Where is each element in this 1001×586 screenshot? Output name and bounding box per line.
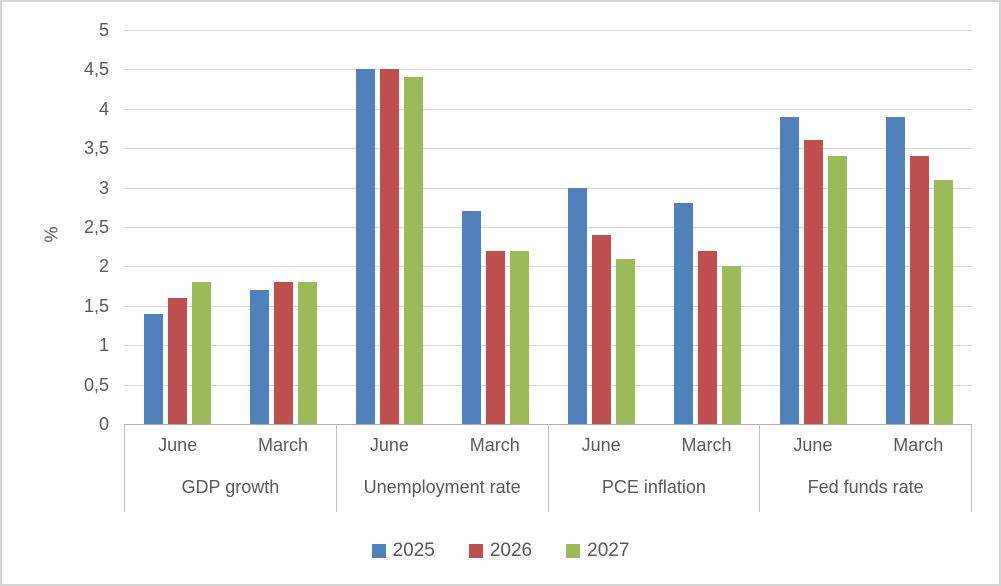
bar-cluster bbox=[230, 30, 336, 424]
bar-cluster bbox=[866, 30, 972, 424]
subcategory-label: March bbox=[681, 434, 732, 455]
category-group: June March GDP growth bbox=[124, 424, 336, 512]
legend: 2025 2026 2027 bbox=[2, 540, 999, 562]
bar-2026 bbox=[909, 156, 929, 424]
y-tick-label: 3,5 bbox=[83, 138, 109, 159]
gridline bbox=[124, 69, 972, 71]
y-tick-label: 4,5 bbox=[83, 59, 109, 80]
legend-item: 2027 bbox=[566, 540, 629, 562]
category-group: June March PCE inflation bbox=[547, 424, 760, 512]
bar-cluster bbox=[124, 30, 230, 424]
y-tick-label: 1,5 bbox=[83, 295, 109, 316]
y-tick-label: 1 bbox=[98, 335, 109, 356]
bar-2026 bbox=[379, 69, 399, 424]
gridline bbox=[124, 148, 972, 150]
gridline bbox=[124, 345, 972, 347]
subcategory-label: March bbox=[258, 434, 309, 455]
bar-cluster bbox=[336, 30, 442, 424]
gridline bbox=[124, 187, 972, 189]
bar-2025 bbox=[885, 116, 905, 424]
legend-swatch-icon bbox=[566, 544, 581, 558]
bar-cluster bbox=[442, 30, 548, 424]
group-label: PCE inflation bbox=[601, 476, 706, 497]
bar-cluster bbox=[654, 30, 760, 424]
bar-2026 bbox=[167, 297, 187, 424]
subcategory-label: March bbox=[469, 434, 520, 455]
bar-2025 bbox=[355, 69, 375, 424]
bar-2025 bbox=[461, 211, 481, 424]
y-tick-label: 2,5 bbox=[83, 217, 109, 237]
y-tick-label: 4 bbox=[98, 98, 109, 119]
bar-cluster bbox=[548, 30, 654, 424]
bar-2025 bbox=[249, 290, 269, 424]
subcategory-row: June March bbox=[337, 424, 548, 466]
bar-2025 bbox=[567, 187, 587, 424]
bar-2027 bbox=[827, 156, 847, 424]
bar-2027 bbox=[615, 258, 635, 424]
bar-2026 bbox=[273, 282, 293, 424]
bar-2026 bbox=[591, 234, 611, 424]
bar-2027 bbox=[721, 266, 741, 424]
group-label: GDP growth bbox=[181, 476, 280, 497]
category-axis: June March GDP growth June March Unemployment… bbox=[124, 424, 972, 512]
bar-2026 bbox=[803, 140, 823, 424]
subcategory-label: June bbox=[158, 434, 198, 455]
bar-2025 bbox=[673, 203, 693, 424]
legend-item: 2025 bbox=[371, 540, 435, 562]
legend-label: 2025 bbox=[392, 540, 435, 561]
y-tick-label: 2 bbox=[98, 256, 109, 277]
gridline bbox=[124, 384, 972, 386]
y-tick-label: 5 bbox=[98, 20, 109, 40]
bar-2027 bbox=[933, 179, 953, 424]
bar-cluster bbox=[760, 30, 866, 424]
y-tick-label: 0,5 bbox=[83, 374, 109, 395]
plot-area bbox=[124, 30, 972, 425]
subcategory-row: June March bbox=[760, 424, 971, 466]
bar-2027 bbox=[191, 282, 211, 424]
y-tick-label: 3 bbox=[98, 177, 109, 198]
group-label: Unemployment rate bbox=[363, 476, 521, 497]
y-tick-label: 0 bbox=[98, 414, 109, 434]
subcategory-label: March bbox=[893, 434, 944, 455]
bar-2026 bbox=[485, 250, 505, 424]
category-group: June March Unemployment rate bbox=[335, 424, 548, 512]
bar-clusters bbox=[124, 30, 972, 424]
gridline bbox=[124, 30, 972, 31]
gridline bbox=[124, 266, 972, 268]
gridline bbox=[124, 305, 972, 307]
gridline bbox=[124, 227, 972, 228]
legend-label: 2027 bbox=[587, 540, 630, 561]
legend-label: 2026 bbox=[489, 540, 533, 561]
legend-item: 2026 bbox=[468, 540, 533, 562]
subcategory-label: June bbox=[793, 434, 833, 455]
category-group: June March Fed funds rate bbox=[759, 424, 972, 512]
subcategory-label: June bbox=[581, 434, 621, 455]
subcategory-row: June March bbox=[549, 424, 760, 466]
legend-swatch-icon bbox=[468, 544, 483, 558]
group-label: Fed funds rate bbox=[807, 476, 924, 497]
bar-2025 bbox=[779, 116, 799, 424]
subcategory-row: June March bbox=[125, 424, 336, 466]
bar-2025 bbox=[143, 313, 163, 424]
bar-2027 bbox=[297, 282, 317, 424]
bar-2026 bbox=[697, 250, 717, 424]
subcategory-label: June bbox=[369, 434, 409, 455]
bar-2027 bbox=[509, 250, 529, 424]
bar-2027 bbox=[403, 77, 423, 424]
legend-swatch-icon bbox=[371, 544, 386, 558]
gridline bbox=[124, 108, 972, 110]
